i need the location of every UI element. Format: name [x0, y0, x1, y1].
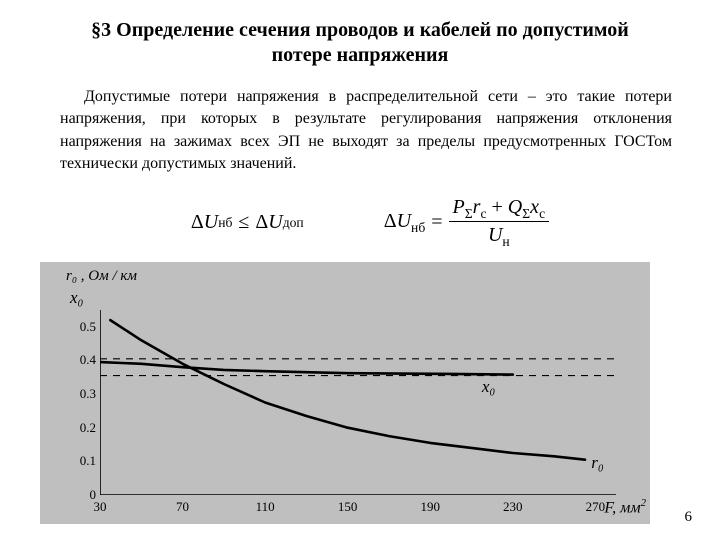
series-label-x0: x₀: [482, 377, 495, 397]
intro-paragraph: Допустимые потери напряжения в распредел…: [0, 68, 720, 176]
x-axis-title: F, мм2: [604, 497, 646, 517]
y-tick-label: 0.4: [68, 352, 96, 368]
x-tick-label: 230: [498, 499, 528, 515]
formula-fraction: ΔUнб = PΣrc + QΣxc Uн: [384, 196, 549, 250]
x-tick-label: 190: [415, 499, 445, 515]
page-number: 6: [685, 509, 693, 526]
x-tick-label: 70: [168, 499, 198, 515]
y-tick-label: 0.5: [68, 319, 96, 335]
x-tick-label: 110: [250, 499, 280, 515]
formula-row: ΔUнб ≤ ΔUдоп ΔUнб = PΣrc + QΣxc Uн: [0, 176, 720, 256]
series-label-r0: r₀: [591, 453, 604, 473]
y-axis-title-x0: x₀: [70, 288, 83, 308]
chart-svg: [100, 310, 616, 495]
resistance-chart: r₀ , Ом / км x₀ 00.10.20.30.40.530701101…: [40, 262, 650, 524]
section-title: §3 Определение сечения проводов и кабеле…: [0, 0, 720, 68]
x-tick-label: 30: [85, 499, 115, 515]
y-axis-title-r0: r₀ , Ом / км: [66, 268, 137, 285]
formula-inequality: ΔUнб ≤ ΔUдоп: [191, 211, 304, 234]
y-tick-label: 0.1: [68, 453, 96, 469]
y-tick-label: 0.2: [68, 420, 96, 436]
x-tick-label: 150: [333, 499, 363, 515]
y-tick-label: 0.3: [68, 386, 96, 402]
